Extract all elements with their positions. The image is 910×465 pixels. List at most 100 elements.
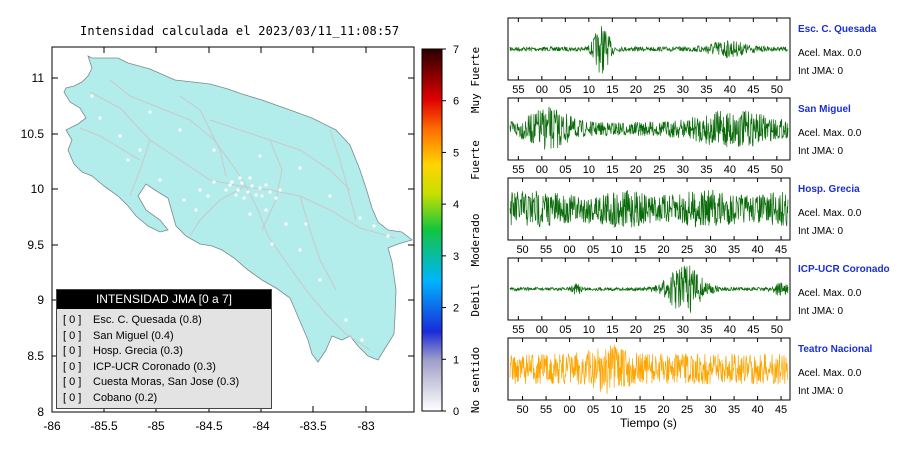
- road-network: [79, 79, 396, 351]
- colorbar-tick-label: 3: [453, 251, 459, 263]
- map-x-axis: -86 -85.5 -85 -84.5 -84 -83.5 -83: [43, 47, 375, 433]
- station-dot: [278, 188, 282, 192]
- trace-tick-label: 40: [724, 324, 736, 336]
- station-dot: [206, 194, 210, 198]
- trace-tick-label: 10: [583, 324, 595, 336]
- trace-tick-label: 55: [512, 324, 524, 336]
- map-title: Intensidad calculada el 2023/03/11_11:08…: [80, 24, 400, 38]
- station-jma-intensity: Int JMA: 0: [798, 226, 844, 237]
- station-trace-box: 55 00 05 10 15 20 25 30 35 40 45 50: [507, 257, 791, 336]
- colorbar-tick-label: 1: [453, 354, 459, 366]
- colorbar-ticks: 7 6 5 4 3 2 1 0: [442, 44, 459, 418]
- legend-item-label: Hosp. Grecia (0.3): [93, 345, 183, 357]
- legend-item: [ 0 ] San Miguel (0.4): [63, 329, 271, 345]
- colorbar-level-label: Muy Fuerte: [469, 47, 482, 113]
- station-dot: [236, 188, 240, 192]
- intensity-map-panel: Intensidad calculada el 2023/03/11_11:08…: [21, 24, 482, 433]
- map-y-tick-label: 9.5: [27, 238, 44, 252]
- legend-item-label: ICP-UCR Coronado (0.3): [93, 360, 216, 373]
- station-trace-box: 55 00 05 10 15 20 25 30 35 40 45 50: [507, 97, 791, 176]
- station-jma-intensity: Int JMA: 0: [798, 386, 844, 397]
- station-dot: [372, 224, 376, 228]
- station-dot: [90, 94, 94, 98]
- map-y-tick-label: 8: [37, 405, 44, 419]
- legend-item-label: San Miguel (0.4): [93, 329, 174, 342]
- station-trace-box: 50 55 00 05 10 15 20 25 30 35 40 45: [507, 177, 791, 256]
- trace-tick-label: 25: [653, 164, 665, 176]
- trace-tick-label: 00: [563, 244, 575, 256]
- colorbar-tick-label: 2: [453, 303, 459, 315]
- trace-tick-label: 45: [775, 244, 787, 256]
- station-dot: [158, 178, 162, 182]
- station-dot: [254, 193, 258, 197]
- trace-tick-label: 20: [630, 324, 642, 336]
- trace-tick-label: 10: [583, 84, 595, 96]
- station-dot: [98, 116, 102, 120]
- colorbar-level-label: Debil: [469, 283, 482, 316]
- station-trace-box: 55 00 05 10 15 20 25 30 35 40 45 50: [507, 17, 791, 96]
- trace-tick-label: 55: [512, 84, 524, 96]
- station-dot: [230, 180, 234, 184]
- trace-tick-label: 00: [536, 164, 548, 176]
- station-name: Teatro Nacional: [798, 344, 873, 355]
- seismic-trace: [509, 189, 789, 228]
- trace-tick-label: 10: [610, 404, 622, 416]
- colorbar-tick-label: 6: [453, 96, 459, 108]
- station-dot: [358, 216, 362, 220]
- legend-item-intensity: [ 0 ]: [63, 329, 82, 342]
- trace-tick-label: 25: [653, 324, 665, 336]
- trace-tick-label: 50: [516, 244, 528, 256]
- station-dot: [258, 186, 262, 190]
- trace-tick-label: 00: [563, 404, 575, 416]
- legend-item-intensity: [ 0 ]: [63, 360, 82, 373]
- map-x-tick-label: -86: [43, 419, 61, 433]
- waveform-panel: 55 00 05 10 15 20 25 30 35 40 45 50 55 00 05 10 15 20 25 30…: [490, 0, 910, 460]
- legend-item-label: Esc. C. Quesada (0.8): [93, 314, 202, 326]
- station-dot: [178, 128, 182, 132]
- station-dot: [248, 176, 252, 180]
- station-dot: [138, 148, 142, 152]
- station-jma-intensity: Int JMA: 0: [798, 66, 844, 77]
- trace-tick-label: 45: [747, 324, 759, 336]
- trace-tick-label: 40: [751, 244, 763, 256]
- trace-tick-label: 50: [771, 164, 783, 176]
- map-y-tick-label: 10.5: [21, 127, 45, 141]
- trace-tick-label: 30: [677, 84, 689, 96]
- trace-tick-label: 35: [700, 324, 712, 336]
- station-dot: [184, 242, 188, 246]
- trace-tick-label: 35: [700, 164, 712, 176]
- map-x-tick-label: -85: [147, 419, 165, 433]
- station-dot: [298, 166, 302, 170]
- station-trace-box: 50 55 00 05 10 15 20 25 30 35 40 45: [507, 337, 791, 416]
- station-dot: [264, 183, 268, 187]
- colorbar-level-label: No sentido: [469, 347, 482, 413]
- station-dot: [260, 194, 264, 198]
- trace-tick-label: 50: [771, 84, 783, 96]
- legend-item-label: Cuesta Moras, San Jose (0.3): [93, 376, 240, 388]
- station-dot: [234, 193, 238, 197]
- seismic-trace: [509, 26, 789, 74]
- station-dot: [264, 208, 268, 212]
- legend-item: [ 0 ] Esc. C. Quesada (0.8): [63, 313, 271, 329]
- station-dot: [194, 208, 198, 212]
- station-dot: [126, 158, 130, 162]
- waveform-figure: 55 00 05 10 15 20 25 30 35 40 45 50 55 00 05 10 15 20 25 30…: [507, 17, 791, 416]
- legend-item-intensity: [ 0 ]: [63, 391, 82, 404]
- station-dot: [198, 188, 202, 192]
- station-max-accel: Acel. Max. 0.0: [798, 208, 862, 219]
- trace-tick-label: 35: [700, 84, 712, 96]
- trace-tick-label: 50: [516, 404, 528, 416]
- station-jma-intensity: Int JMA: 0: [798, 146, 844, 157]
- station-dot: [246, 190, 250, 194]
- legend-item: [ 0 ] Cobano (0.2): [63, 391, 271, 407]
- station-dot: [258, 154, 262, 158]
- legend-item: [ 0 ] Hosp. Grecia (0.3): [63, 344, 271, 360]
- colorbar-tick-label: 5: [453, 147, 459, 159]
- station-dot: [248, 212, 252, 216]
- station-name: Hosp. Grecia: [798, 184, 860, 195]
- map-x-tick-label: -84: [252, 419, 270, 433]
- colorbar-level-label: Moderado: [469, 214, 482, 267]
- legend-item: [ 0 ] Cuesta Moras, San Jose (0.3): [63, 375, 271, 391]
- map-y-tick-label: 9: [37, 293, 44, 307]
- legend-item: [ 0 ] ICP-UCR Coronado (0.3): [63, 360, 271, 376]
